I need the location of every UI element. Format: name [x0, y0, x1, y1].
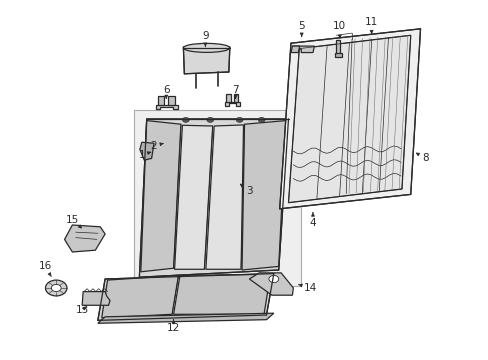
Polygon shape: [98, 274, 273, 320]
Polygon shape: [140, 142, 154, 160]
Text: 7: 7: [232, 85, 239, 98]
Circle shape: [182, 117, 189, 122]
Polygon shape: [233, 94, 238, 102]
Text: 14: 14: [298, 283, 317, 293]
Polygon shape: [139, 119, 288, 277]
Polygon shape: [290, 46, 299, 53]
Circle shape: [206, 117, 213, 122]
Text: 9: 9: [202, 31, 208, 46]
Polygon shape: [98, 313, 273, 323]
Text: 3: 3: [240, 184, 252, 196]
Text: 10: 10: [333, 21, 346, 38]
Circle shape: [45, 280, 67, 296]
Polygon shape: [158, 96, 164, 105]
Circle shape: [51, 284, 61, 292]
Polygon shape: [167, 96, 175, 105]
Text: 5: 5: [298, 21, 305, 36]
Bar: [134, 110, 300, 286]
Polygon shape: [64, 225, 105, 252]
Text: 4: 4: [309, 213, 316, 228]
Text: 11: 11: [364, 17, 378, 33]
Text: 1: 1: [138, 150, 150, 160]
Polygon shape: [155, 105, 177, 109]
Polygon shape: [183, 47, 229, 74]
Polygon shape: [102, 275, 178, 318]
Polygon shape: [173, 274, 270, 314]
Circle shape: [258, 117, 264, 122]
Bar: [334, 53, 341, 57]
Polygon shape: [242, 121, 285, 270]
Polygon shape: [292, 46, 314, 53]
Text: 13: 13: [75, 305, 89, 315]
Polygon shape: [174, 125, 212, 269]
Text: 8: 8: [416, 153, 428, 163]
Polygon shape: [226, 94, 230, 102]
Text: 12: 12: [166, 320, 180, 333]
Polygon shape: [279, 29, 420, 209]
Polygon shape: [141, 121, 181, 272]
Ellipse shape: [183, 43, 229, 52]
Text: 6: 6: [163, 85, 169, 98]
Circle shape: [268, 275, 278, 283]
Bar: [336, 40, 340, 56]
Polygon shape: [82, 292, 110, 305]
Text: 2: 2: [150, 141, 163, 151]
Polygon shape: [224, 102, 239, 106]
Text: 16: 16: [38, 261, 52, 276]
Polygon shape: [249, 273, 293, 295]
Text: 15: 15: [65, 215, 81, 228]
Polygon shape: [288, 35, 410, 203]
Circle shape: [236, 117, 243, 122]
Polygon shape: [205, 125, 243, 269]
